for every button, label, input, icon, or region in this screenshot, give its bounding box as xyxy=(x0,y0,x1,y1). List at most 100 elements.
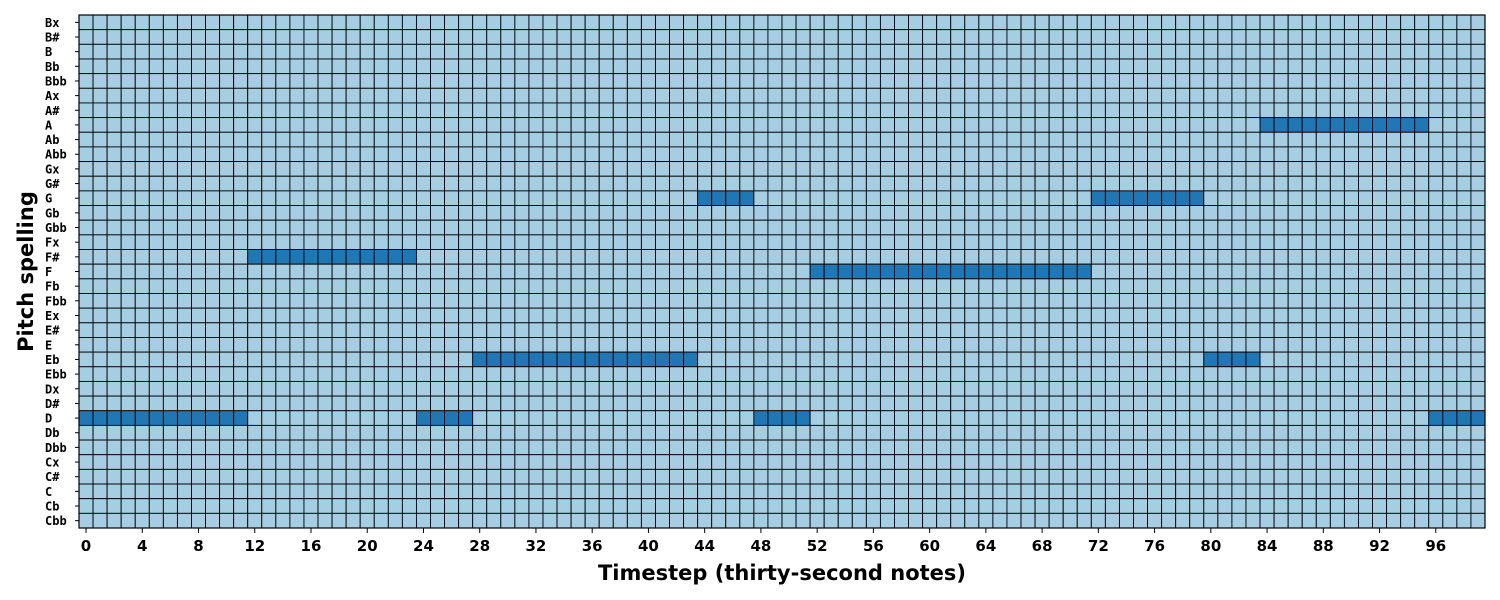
grid-cell xyxy=(261,263,277,280)
grid-cell xyxy=(1090,439,1106,456)
grid-cell xyxy=(542,205,558,221)
grid-cell xyxy=(570,468,586,485)
y-tick-label: Bb xyxy=(45,60,59,74)
grid-cell xyxy=(950,131,966,148)
grid-cell xyxy=(289,14,305,31)
grid-cell xyxy=(1414,146,1430,163)
grid-cell xyxy=(1118,468,1134,485)
grid-cell xyxy=(922,14,938,31)
grid-cell xyxy=(162,380,178,397)
grid-cell xyxy=(1034,380,1050,397)
grid-cell xyxy=(373,219,389,236)
grid-cell xyxy=(992,58,1008,75)
grid-cell xyxy=(1273,14,1289,31)
grid-cell xyxy=(1133,58,1149,75)
grid-cell xyxy=(865,439,881,456)
grid-cell xyxy=(753,454,769,470)
grid-cell xyxy=(162,87,178,104)
grid-cell xyxy=(978,498,994,514)
grid-cell xyxy=(106,131,122,148)
grid-cell xyxy=(570,102,586,119)
grid-cell xyxy=(879,43,895,60)
grid-cell xyxy=(865,14,881,31)
grid-cell xyxy=(1329,424,1345,441)
grid-cell xyxy=(823,249,839,265)
note-cell-active xyxy=(205,410,221,426)
grid-cell xyxy=(837,249,853,265)
grid-cell xyxy=(373,161,389,177)
grid-cell xyxy=(1315,219,1331,236)
grid-cell xyxy=(1442,102,1458,119)
grid-cell xyxy=(1175,29,1191,45)
grid-cell xyxy=(191,117,206,133)
grid-cell xyxy=(851,73,867,89)
grid-cell xyxy=(626,249,642,265)
grid-cell xyxy=(1329,14,1345,31)
x-tick-label: 8 xyxy=(193,537,203,555)
grid-cell xyxy=(1076,483,1092,500)
grid-cell xyxy=(1400,293,1416,309)
grid-cell xyxy=(345,146,361,163)
grid-cell xyxy=(1273,468,1289,485)
grid-cell xyxy=(1470,454,1486,470)
grid-cell xyxy=(936,219,952,236)
x-tick-label: 24 xyxy=(413,537,434,555)
grid-cell xyxy=(851,219,867,236)
grid-cell xyxy=(486,380,502,397)
grid-cell xyxy=(1203,73,1219,89)
note-cell-active xyxy=(148,410,164,426)
grid-cell xyxy=(1189,43,1205,60)
grid-cell xyxy=(261,58,277,75)
grid-cell xyxy=(711,146,727,163)
grid-cell xyxy=(1147,307,1163,324)
grid-cell xyxy=(486,439,502,456)
note-cell-active xyxy=(1161,190,1177,206)
grid-cell xyxy=(570,131,586,148)
grid-cell xyxy=(430,351,446,368)
grid-cell xyxy=(233,190,249,206)
grid-cell xyxy=(162,278,178,294)
grid-cell xyxy=(275,146,291,163)
grid-cell xyxy=(430,43,446,60)
grid-cell xyxy=(191,498,206,514)
grid-cell xyxy=(570,307,586,324)
grid-cell xyxy=(233,73,249,89)
grid-cell xyxy=(879,73,895,89)
grid-cell xyxy=(1315,73,1331,89)
grid-cell xyxy=(528,190,544,206)
grid-cell xyxy=(725,146,741,163)
grid-cell xyxy=(1147,117,1163,133)
grid-cell xyxy=(1343,468,1359,485)
grid-cell xyxy=(486,29,502,45)
grid-cell xyxy=(1442,424,1458,441)
grid-cell xyxy=(120,512,136,529)
grid-cell xyxy=(1287,454,1303,470)
grid-cell xyxy=(978,29,994,45)
grid-cell xyxy=(148,73,164,89)
grid-cell xyxy=(683,424,699,441)
grid-cell xyxy=(1400,73,1416,89)
grid-cell xyxy=(1231,117,1247,133)
grid-cell xyxy=(120,498,136,514)
x-tick-label: 92 xyxy=(1369,537,1390,555)
grid-cell xyxy=(964,410,980,426)
grid-cell xyxy=(1470,146,1486,163)
grid-cell xyxy=(1273,131,1289,148)
grid-cell xyxy=(950,87,966,104)
grid-cell xyxy=(176,366,192,382)
grid-cell xyxy=(120,87,136,104)
grid-cell xyxy=(331,175,347,192)
grid-cell xyxy=(570,366,586,382)
grid-cell xyxy=(908,468,924,485)
grid-cell xyxy=(879,483,895,500)
grid-cell xyxy=(1386,263,1402,280)
grid-cell xyxy=(247,205,263,221)
grid-cell xyxy=(1358,263,1373,280)
grid-cell xyxy=(809,498,825,514)
grid-cell xyxy=(458,468,474,485)
grid-cell xyxy=(1133,410,1149,426)
grid-cell xyxy=(1062,293,1078,309)
grid-cell xyxy=(711,483,727,500)
grid-cell xyxy=(1442,366,1458,382)
y-tick-label: Cb xyxy=(45,500,59,514)
